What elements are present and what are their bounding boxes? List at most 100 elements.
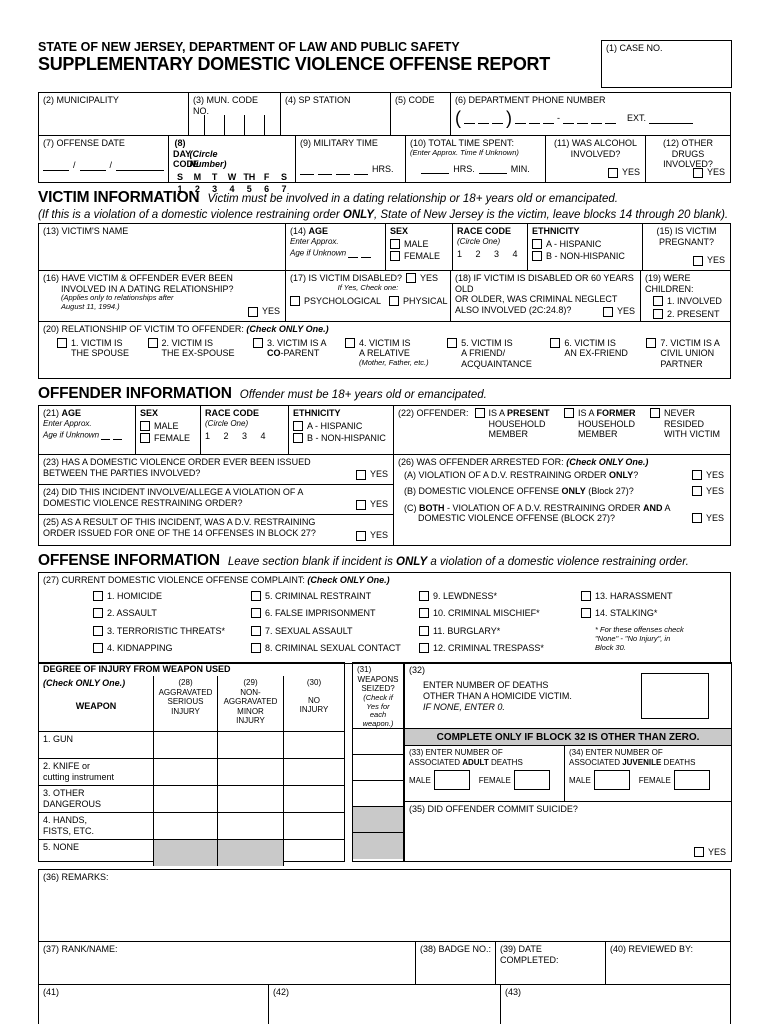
blank-line[interactable] — [116, 159, 165, 171]
victim-name-field[interactable]: (13) VICTIM'S NAME — [39, 224, 286, 270]
dating-yes-checkbox[interactable] — [247, 306, 258, 317]
physical-checkbox[interactable] — [389, 296, 400, 307]
rel-friend-checkbox[interactable] — [447, 337, 458, 348]
rel-co-parent-checkbox[interactable] — [253, 337, 263, 348]
injury-cell-gun-28[interactable] — [154, 732, 218, 759]
complaint-10-checkbox[interactable] — [419, 608, 429, 619]
remarks-field[interactable]: (36) REMARKS: — [39, 870, 730, 943]
b32-deaths-box[interactable] — [641, 673, 709, 720]
rel-relative-checkbox[interactable] — [345, 337, 355, 348]
blank-line[interactable] — [605, 112, 616, 124]
day-letter[interactable]: M — [193, 171, 202, 182]
psychological-checkbox[interactable] — [290, 296, 300, 307]
seized-cell-gun[interactable] — [353, 729, 403, 756]
blank-line[interactable] — [478, 112, 489, 124]
day-letter[interactable]: TH — [243, 171, 256, 182]
day-number[interactable]: 7 — [281, 184, 287, 195]
complaint-7-checkbox[interactable] — [251, 625, 261, 636]
male-checkbox[interactable] — [390, 238, 400, 249]
b26-b-yes-checkbox[interactable] — [691, 486, 702, 497]
injury-cell-knife-30[interactable] — [284, 759, 344, 785]
injury-cell-knife-28[interactable] — [154, 759, 218, 786]
blank-line[interactable] — [563, 112, 574, 124]
injury-cell-other-28[interactable] — [154, 786, 218, 813]
complaint-6-checkbox[interactable] — [251, 608, 261, 619]
b33-male-count-box[interactable] — [433, 770, 470, 791]
blank-line[interactable] — [336, 163, 350, 175]
day-letter[interactable]: F — [263, 171, 270, 182]
blank-line[interactable] — [543, 112, 554, 124]
blank-line[interactable] — [649, 112, 694, 124]
victim-age-field[interactable]: (14) AGE Enter Approx. Age if Unknown — [286, 224, 386, 270]
complaint-13-checkbox[interactable] — [581, 590, 591, 601]
complaint-11-checkbox[interactable] — [419, 625, 429, 636]
offender-male-checkbox[interactable] — [140, 420, 150, 431]
day-letter[interactable]: W — [227, 171, 237, 182]
pregnant-yes-checkbox[interactable] — [692, 255, 703, 266]
complaint-14-checkbox[interactable] — [581, 608, 591, 619]
race-values[interactable]: 1 2 3 4 — [205, 431, 266, 442]
date-completed-field[interactable]: (39) DATE COMPLETED: — [496, 942, 606, 985]
drugs-yes-checkbox[interactable] — [692, 167, 703, 178]
b24-yes-checkbox[interactable] — [355, 499, 366, 510]
hispanic-checkbox[interactable] — [532, 238, 542, 249]
blank-line[interactable] — [577, 112, 588, 124]
mun-code-field[interactable]: (3) MUN. CODE NO. — [189, 93, 281, 135]
reviewed-by-field[interactable]: (40) REVIEWED BY: — [606, 942, 730, 984]
children-present-checkbox[interactable] — [653, 308, 663, 319]
b26-a-yes-checkbox[interactable] — [691, 469, 702, 480]
alcohol-yes-checkbox[interactable] — [607, 167, 618, 178]
day-number[interactable]: 6 — [264, 184, 270, 195]
blank-line[interactable] — [354, 163, 368, 175]
blank-line[interactable] — [112, 428, 122, 441]
day-number[interactable]: 3 — [212, 184, 218, 195]
blank-line[interactable] — [515, 112, 526, 124]
disabled-yes-checkbox[interactable] — [406, 273, 417, 284]
blank-line[interactable] — [360, 246, 371, 259]
case-no-field[interactable]: (1) CASE NO. — [601, 40, 732, 88]
b23-yes-checkbox[interactable] — [355, 469, 366, 480]
rank-name-field[interactable]: (37) RANK/NAME: — [39, 942, 416, 985]
injury-cell-gun-29[interactable] — [218, 732, 284, 759]
day-letter[interactable]: S — [280, 171, 287, 182]
injury-cell-hands-29[interactable] — [218, 813, 284, 840]
injury-cell-none-30[interactable] — [284, 840, 344, 866]
block-43-field[interactable]: (43) — [501, 985, 730, 1024]
female-checkbox[interactable] — [390, 251, 400, 262]
injury-cell-gun-30[interactable] — [284, 732, 344, 758]
blank-line[interactable] — [79, 159, 106, 171]
blank-line[interactable] — [464, 112, 475, 124]
offender-hispanic-checkbox[interactable] — [293, 420, 303, 431]
seized-cell-other[interactable] — [353, 781, 403, 808]
b26-c-yes-checkbox[interactable] — [691, 513, 702, 524]
complaint-4-checkbox[interactable] — [93, 643, 103, 654]
injury-cell-other-30[interactable] — [284, 786, 344, 812]
seized-cell-knife[interactable] — [353, 755, 403, 782]
complaint-3-checkbox[interactable] — [93, 625, 103, 636]
block-42-field[interactable]: (42) — [269, 985, 501, 1024]
block-41-field[interactable]: (41) — [39, 985, 269, 1024]
offender-age-field[interactable]: (21) AGE Enter Approx. Age if Unknown — [39, 406, 136, 454]
suicide-yes-checkbox[interactable] — [693, 847, 704, 858]
b33-female-count-box[interactable] — [513, 770, 550, 791]
blank-line[interactable] — [318, 163, 332, 175]
b34-female-count-box[interactable] — [673, 770, 710, 791]
blank-line[interactable] — [43, 159, 69, 171]
code-field[interactable]: (5) CODE — [391, 93, 451, 135]
blank-line[interactable] — [478, 162, 507, 175]
day-letter[interactable]: T — [211, 171, 218, 182]
offender-female-checkbox[interactable] — [140, 433, 150, 444]
municipality-field[interactable]: (2) MUNICIPALITY — [39, 93, 189, 135]
blank-line[interactable] — [421, 162, 450, 175]
present-household-checkbox[interactable] — [474, 408, 485, 418]
b34-male-count-box[interactable] — [593, 770, 630, 791]
rel-ex-spouse-checkbox[interactable] — [147, 337, 158, 348]
blank-line[interactable] — [529, 112, 540, 124]
complaint-9-checkbox[interactable] — [419, 590, 429, 601]
b25-yes-checkbox[interactable] — [355, 530, 366, 541]
blank-line[interactable] — [492, 112, 503, 124]
blank-line[interactable] — [300, 163, 314, 175]
day-number[interactable]: 1 — [177, 184, 183, 195]
blank-line[interactable] — [101, 428, 111, 441]
children-involved-checkbox[interactable] — [653, 296, 663, 307]
